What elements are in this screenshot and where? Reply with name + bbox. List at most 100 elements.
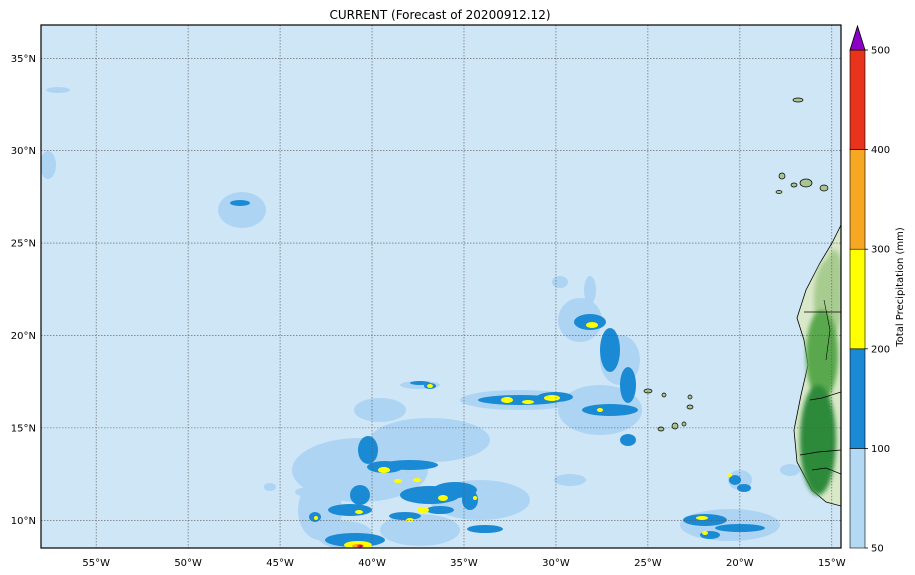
precip-cell — [462, 490, 478, 510]
precip-cell — [729, 475, 741, 485]
border-line — [823, 299, 831, 361]
precip-cell — [574, 314, 606, 330]
colorbar-segment — [849, 49, 866, 150]
colorbar-segment — [849, 149, 866, 250]
colorbar-label: Total Precipitation (mm) — [895, 227, 906, 348]
lon-tick-label: 15°W — [818, 558, 846, 569]
lon-tick-label: 45°W — [266, 558, 294, 569]
precip-cell — [715, 524, 765, 532]
precip-cell — [358, 436, 378, 464]
precip-cell — [413, 478, 421, 482]
lat-tick-label: 15°N — [11, 423, 36, 434]
precip-cell — [380, 514, 460, 546]
land-shading — [806, 310, 838, 400]
colorbar-tick-label: 200 — [871, 344, 890, 355]
colorbar-tick-label: 500 — [871, 46, 890, 57]
island — [819, 184, 829, 192]
lat-tick-label: 10°N — [11, 516, 36, 527]
precip-cell — [467, 525, 503, 533]
island — [792, 97, 804, 103]
precip-cell — [620, 367, 636, 403]
precip-cell — [554, 474, 586, 486]
precip-cell — [410, 381, 430, 385]
map-title: CURRENT (Forecast of 20200912.12) — [329, 8, 550, 22]
island — [661, 392, 667, 398]
lat-tick-label: 25°N — [11, 239, 36, 250]
precip-cell — [41, 151, 56, 179]
precip-cell — [702, 531, 708, 535]
land-shading — [800, 385, 836, 495]
colorbar-tick-label: 100 — [871, 444, 890, 455]
lon-tick-label: 35°W — [450, 558, 478, 569]
island — [778, 172, 786, 180]
precip-cell — [582, 404, 638, 416]
colorbar-segment — [849, 348, 866, 449]
precip-cell — [328, 504, 372, 516]
precip-cell — [426, 506, 454, 514]
precip-cell — [295, 487, 325, 497]
lon-tick-label: 20°W — [726, 558, 754, 569]
precip-cell — [382, 460, 438, 470]
precip-cell — [780, 464, 800, 476]
precip-cell — [501, 397, 513, 403]
precipitation-field — [41, 87, 800, 548]
lon-tick-label: 50°W — [174, 558, 202, 569]
precip-cell — [544, 395, 560, 401]
precip-cell — [586, 322, 598, 328]
island — [790, 182, 798, 188]
precip-cell — [427, 384, 433, 388]
africa-coast-land — [793, 224, 841, 507]
precip-cell — [696, 516, 708, 520]
precip-cell — [350, 485, 370, 505]
lon-tick-label: 30°W — [542, 558, 570, 569]
precip-cell — [737, 484, 751, 492]
precip-cell — [46, 87, 70, 93]
precip-cell — [473, 496, 477, 500]
colorbar: 50 100 200 300 400 500 — [849, 24, 890, 555]
colorbar-segment — [849, 248, 866, 350]
precip-cell — [417, 507, 429, 513]
colorbar-segment — [849, 448, 866, 549]
precip-cell — [522, 400, 534, 404]
lon-tick-label: 40°W — [358, 558, 386, 569]
ocean-background — [41, 25, 841, 548]
latitude-labels: 10°N 15°N 20°N 25°N 30°N 35°N — [11, 54, 36, 527]
lat-tick-label: 35°N — [11, 54, 36, 65]
precip-cell — [620, 434, 636, 446]
lon-tick-label: 55°W — [82, 558, 110, 569]
colorbar-tick-label: 50 — [871, 544, 884, 555]
precip-cell — [378, 467, 390, 473]
precip-cell — [389, 512, 421, 520]
island — [775, 190, 783, 194]
precip-cell — [584, 276, 596, 304]
longitude-labels: 55°W 50°W 45°W 40°W 35°W 30°W 25°W 20°W 15°W — [82, 558, 845, 569]
precip-cell — [597, 408, 603, 412]
precip-cell — [354, 398, 406, 422]
island — [687, 394, 693, 400]
precip-cell — [359, 545, 363, 547]
border-line — [809, 391, 841, 401]
precip-cell — [728, 473, 732, 477]
lon-tick-label: 25°W — [634, 558, 662, 569]
lat-tick-label: 30°N — [11, 146, 36, 157]
island — [686, 404, 694, 410]
graticule — [41, 25, 841, 548]
island — [681, 421, 687, 427]
precip-cell — [552, 276, 568, 288]
island — [671, 422, 679, 430]
precip-cell — [355, 510, 363, 514]
lat-tick-label: 20°N — [11, 331, 36, 342]
map-frame — [40, 24, 842, 549]
precip-cell — [394, 479, 402, 483]
colorbar-tick-label: 400 — [871, 145, 890, 156]
precip-cell — [438, 495, 448, 501]
precip-cell — [264, 483, 276, 491]
land-shading — [826, 250, 841, 290]
colorbar-tick-label: 300 — [871, 245, 890, 256]
colorbar-extend-arrow — [849, 24, 866, 51]
precip-cell — [370, 418, 490, 462]
precip-cell — [230, 200, 250, 206]
border-line — [811, 467, 841, 475]
precip-cell — [314, 516, 318, 520]
